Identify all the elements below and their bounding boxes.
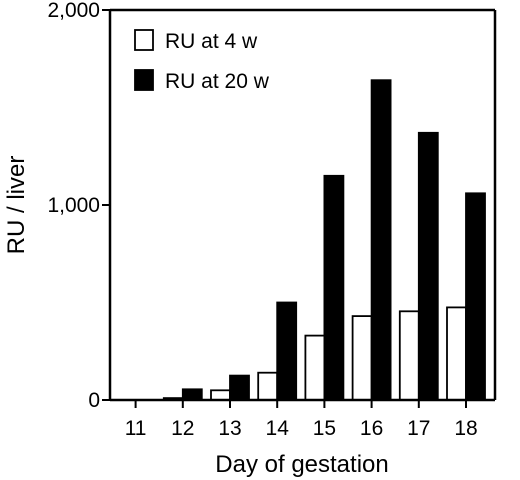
x-tick-label: 16: [360, 417, 383, 440]
legend-swatch-ru-4w: [134, 29, 154, 51]
bar-ru-20w-day-15: [323, 174, 345, 401]
legend: RU at 4 w RU at 20 w: [134, 29, 270, 93]
y-tick-label: 1,000: [47, 194, 100, 217]
legend-swatch-ru-20w: [134, 69, 154, 91]
bar-ru-4w-day-16: [351, 315, 373, 401]
y-tick-label: 2,000: [47, 0, 100, 22]
x-tick-label: 13: [218, 417, 241, 440]
bars-group: [162, 79, 486, 401]
bar-ru-4w-day-14: [257, 371, 279, 401]
bar-ru-4w-day-18: [446, 306, 467, 401]
bar-ru-4w-day-17: [398, 310, 420, 401]
bar-ru-20w-day-16: [370, 79, 392, 401]
bar-ru-20w-day-17: [417, 131, 439, 401]
y-axis-label: RU / liver: [3, 156, 30, 255]
bar-ru-20w-day-13: [229, 374, 250, 401]
x-tick-label: 12: [171, 417, 194, 440]
bar-ru-20w-day-14: [276, 301, 298, 401]
x-tick-label: 18: [454, 417, 477, 440]
x-tick-label: 15: [313, 417, 336, 440]
x-tick-label: 11: [125, 417, 147, 440]
x-axis-label: Day of gestation: [215, 451, 388, 478]
x-ticks-group: 11 12 13 14 15 16 17 18: [125, 400, 478, 440]
y-ticks-group: 0 1,000 2,000: [47, 0, 110, 412]
x-tick-label: 14: [266, 417, 290, 440]
legend-label-ru-4w: RU at 4 w: [165, 30, 258, 53]
bar-ru-20w-day-18: [465, 192, 486, 401]
bar-ru-20w-day-12: [181, 388, 203, 401]
y-tick-label: 0: [88, 389, 100, 412]
bar-ru-4w-day-13: [210, 389, 231, 401]
legend-label-ru-20w: RU at 20 w: [165, 70, 270, 93]
bar-ru-4w-day-15: [304, 334, 326, 401]
x-tick-label: 17: [407, 417, 430, 440]
